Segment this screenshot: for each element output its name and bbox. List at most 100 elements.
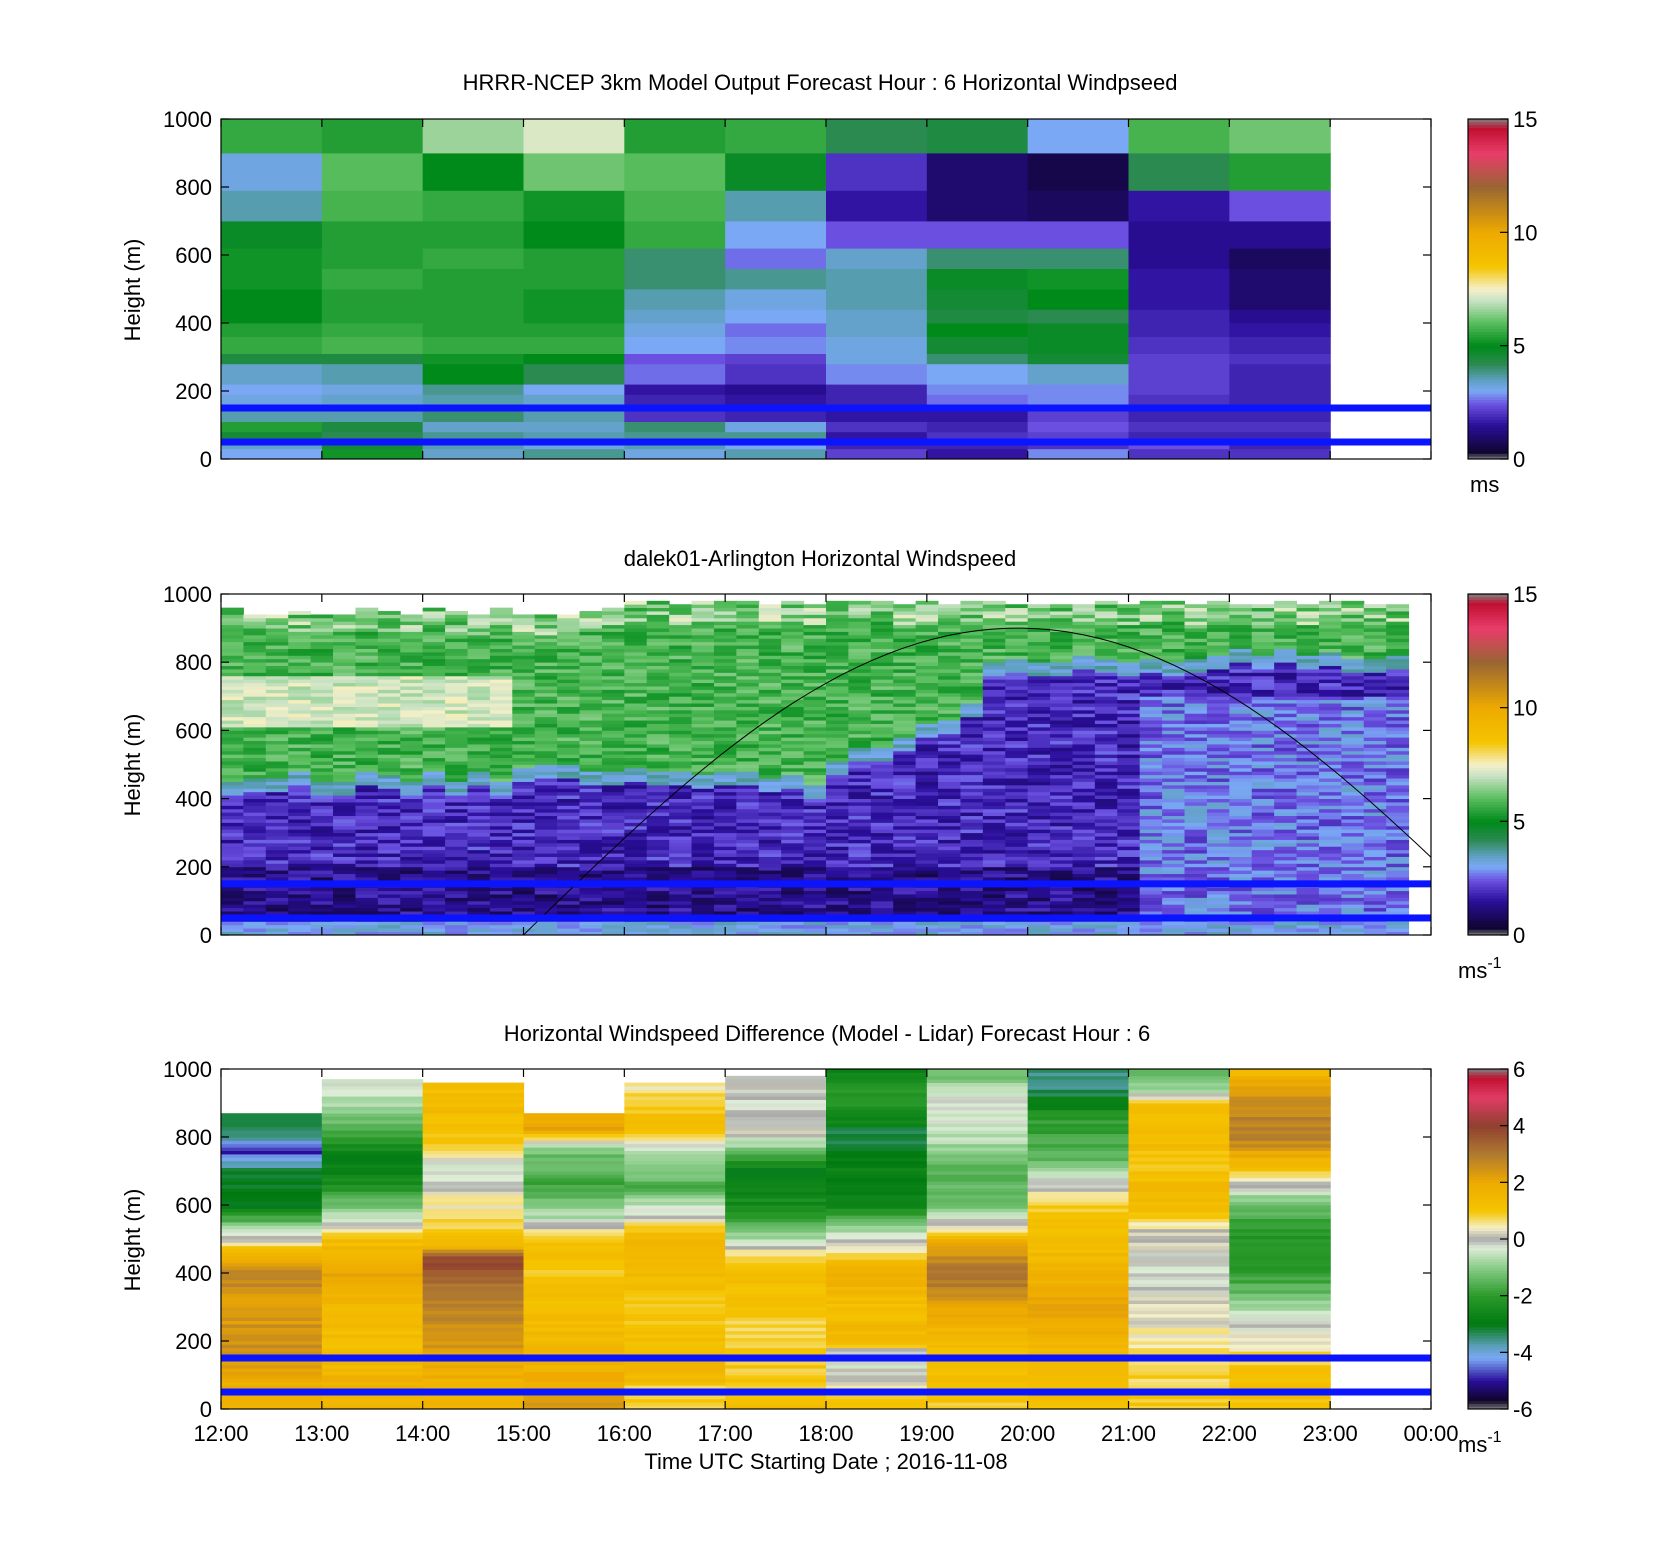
lidar-cell [333,764,356,769]
lidar-cell [579,856,603,861]
model-cell [523,363,625,385]
lidar-cell [1139,870,1163,875]
lidar-cell [1139,692,1163,697]
lidar-cell [355,658,379,663]
lidar-cell [579,740,603,745]
lidar-cell [422,795,446,799]
lidar-cell [1050,631,1073,636]
lidar-cell [938,767,961,772]
y-tick-label: 600 [175,243,212,268]
lidar-cell [512,726,536,731]
lidar-cell [1117,638,1141,643]
lidar-cell [579,791,603,796]
model-cell [422,309,525,324]
lidar-cell [1162,911,1186,915]
lidar-cell [803,805,827,810]
lidar-cell [848,798,872,803]
lidar-cell [1072,805,1096,810]
lidar-cell [579,737,603,742]
colorbar-swatch [1468,243,1508,247]
lidar-cell [489,866,513,871]
lidar-cell [355,686,379,690]
lidar-cell [467,825,491,830]
lidar-cell [803,795,827,799]
lidar-cell [579,747,603,752]
model-cell [221,309,323,324]
lidar-cell [579,887,603,892]
lidar-cell [1094,771,1118,776]
lidar-cell [646,907,670,912]
lidar-cell [400,692,424,697]
lidar-cell [445,730,468,735]
lidar-cell [310,798,334,803]
lidar-cell [982,832,1006,837]
lidar-cell [624,658,648,663]
lidar-cell [624,928,648,932]
lidar-cell [1094,634,1118,639]
lidar-cell [377,614,401,619]
model-cell [321,336,424,354]
lidar-cell [557,805,581,810]
lidar-cell [1206,829,1230,834]
lidar-cell [1184,730,1208,735]
lidar-cell [1027,740,1051,745]
lidar-cell [1206,631,1230,636]
lidar-cell [221,781,244,786]
lidar-cell [265,890,289,895]
lidar-cell [1184,900,1208,905]
panel2-title: dalek01-Arlington Horizontal Windspeed [624,546,1017,571]
lidar-cell [1050,617,1073,622]
lidar-cell [400,791,424,796]
lidar-cell [579,931,603,935]
lidar-cell [982,651,1006,656]
lidar-cell [848,740,872,745]
lidar-cell [1139,740,1163,745]
lidar-cell [938,757,961,762]
lidar-cell [288,904,312,909]
lidar-cell [848,856,872,861]
lidar-cell [1072,904,1096,909]
lidar-cell [377,767,401,772]
lidar-cell [1162,863,1186,868]
lidar-cell [1072,706,1096,711]
lidar-cell [601,764,625,769]
lidar-cell [1206,805,1230,810]
lidar-cell [310,716,334,721]
lidar-cell [1027,631,1051,636]
lidar-cell [1251,716,1275,721]
lidar-cell [557,863,581,868]
lidar-cell [265,628,289,632]
lidar-cell [848,655,872,660]
lidar-cell [1251,723,1275,728]
lidar-cell [310,621,334,626]
lidar-cell [1094,744,1118,748]
colorbar-swatch [1468,212,1508,216]
lidar-cell [489,931,513,935]
lidar-cell [288,655,312,660]
lidar-cell [1184,611,1208,615]
lidar-cell [557,645,581,649]
lidar-cell [534,744,558,748]
lidar-cell [221,822,244,827]
lidar-cell [1184,788,1208,793]
lidar-cell [893,873,917,878]
lidar-cell [870,894,894,898]
lidar-cell [736,750,760,755]
lidar-cell [310,853,334,857]
lidar-cell [1251,873,1275,878]
lidar-cell [803,825,827,830]
lidar-cell [579,784,603,789]
lidar-cell [691,614,715,619]
lidar-cell [489,641,513,646]
lidar-cell [1005,744,1029,748]
lidar-cell [445,788,468,793]
lidar-cell [288,651,312,656]
lidar-cell [1050,750,1073,755]
lidar-cell [601,730,625,735]
lidar-cell [781,611,805,615]
lidar-cell [422,723,446,728]
lidar-cell [333,907,356,912]
lidar-cell [1162,686,1186,690]
lidar-cell [1094,781,1118,786]
lidar-cell [1072,761,1096,765]
